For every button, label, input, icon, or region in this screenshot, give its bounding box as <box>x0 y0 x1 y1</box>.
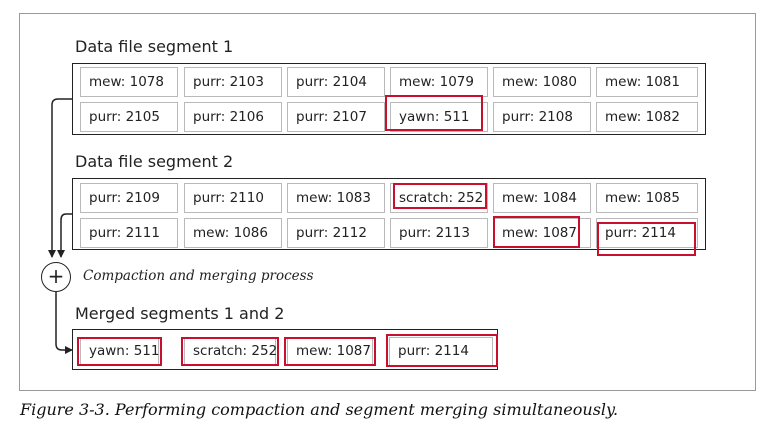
segment2-cell: purr: 2110 <box>184 183 282 213</box>
highlight-scratch-252-seg2 <box>393 183 487 209</box>
segment1-cell: yawn: 511 <box>390 102 488 132</box>
merged-title: Merged segments 1 and 2 <box>75 304 285 323</box>
figure-frame <box>19 13 756 391</box>
segment2-cell: purr: 2113 <box>390 218 488 248</box>
segment1-cell: purr: 2105 <box>80 102 178 132</box>
arrow-merge-to-output <box>55 292 73 354</box>
segment1-cell: purr: 2106 <box>184 102 282 132</box>
process-label: Compaction and merging process <box>83 268 314 284</box>
segment2-box <box>72 178 706 250</box>
segment2-title: Data file segment 2 <box>75 152 234 171</box>
highlight-mew-1087-seg2 <box>493 216 580 248</box>
segment2-cell: purr: 2109 <box>80 183 178 213</box>
highlight-scratch-252-merged <box>181 337 279 366</box>
segment1-cell: mew: 1080 <box>493 67 591 97</box>
highlight-purr-2114-merged <box>386 334 498 367</box>
segment2-cell: mew: 1084 <box>493 183 591 213</box>
segment1-cell: purr: 2103 <box>184 67 282 97</box>
segment2-cell: mew: 1086 <box>184 218 282 248</box>
figure-caption: Figure 3-3. Performing compaction and se… <box>20 400 619 419</box>
arrow-seg2-to-merge <box>57 213 72 258</box>
arrow-seg1-to-merge <box>48 98 72 258</box>
highlight-mew-1087-merged <box>284 337 376 366</box>
highlight-yawn-511-merged <box>77 337 162 366</box>
segment2-cell: purr: 2111 <box>80 218 178 248</box>
segment2-cell: mew: 1083 <box>287 183 385 213</box>
segment1-cell: purr: 2104 <box>287 67 385 97</box>
highlight-yawn-511-seg1 <box>385 95 483 131</box>
segment1-cell: purr: 2108 <box>493 102 591 132</box>
segment1-cell: mew: 1081 <box>596 67 698 97</box>
segment1-title: Data file segment 1 <box>75 37 234 56</box>
merge-plus-icon: + <box>41 262 71 292</box>
segment2-cell: purr: 2114 <box>596 218 698 248</box>
merged-cell: purr: 2114 <box>389 337 493 366</box>
segment2-cell: mew: 1085 <box>596 183 698 213</box>
segment2-cell: purr: 2112 <box>287 218 385 248</box>
highlight-purr-2114-seg2 <box>597 222 696 256</box>
segment1-cell: mew: 1078 <box>80 67 178 97</box>
segment1-cell: mew: 1082 <box>596 102 698 132</box>
segment1-box <box>72 63 706 135</box>
segment1-cell: purr: 2107 <box>287 102 385 132</box>
merged-cell: yawn: 511 <box>80 337 159 366</box>
